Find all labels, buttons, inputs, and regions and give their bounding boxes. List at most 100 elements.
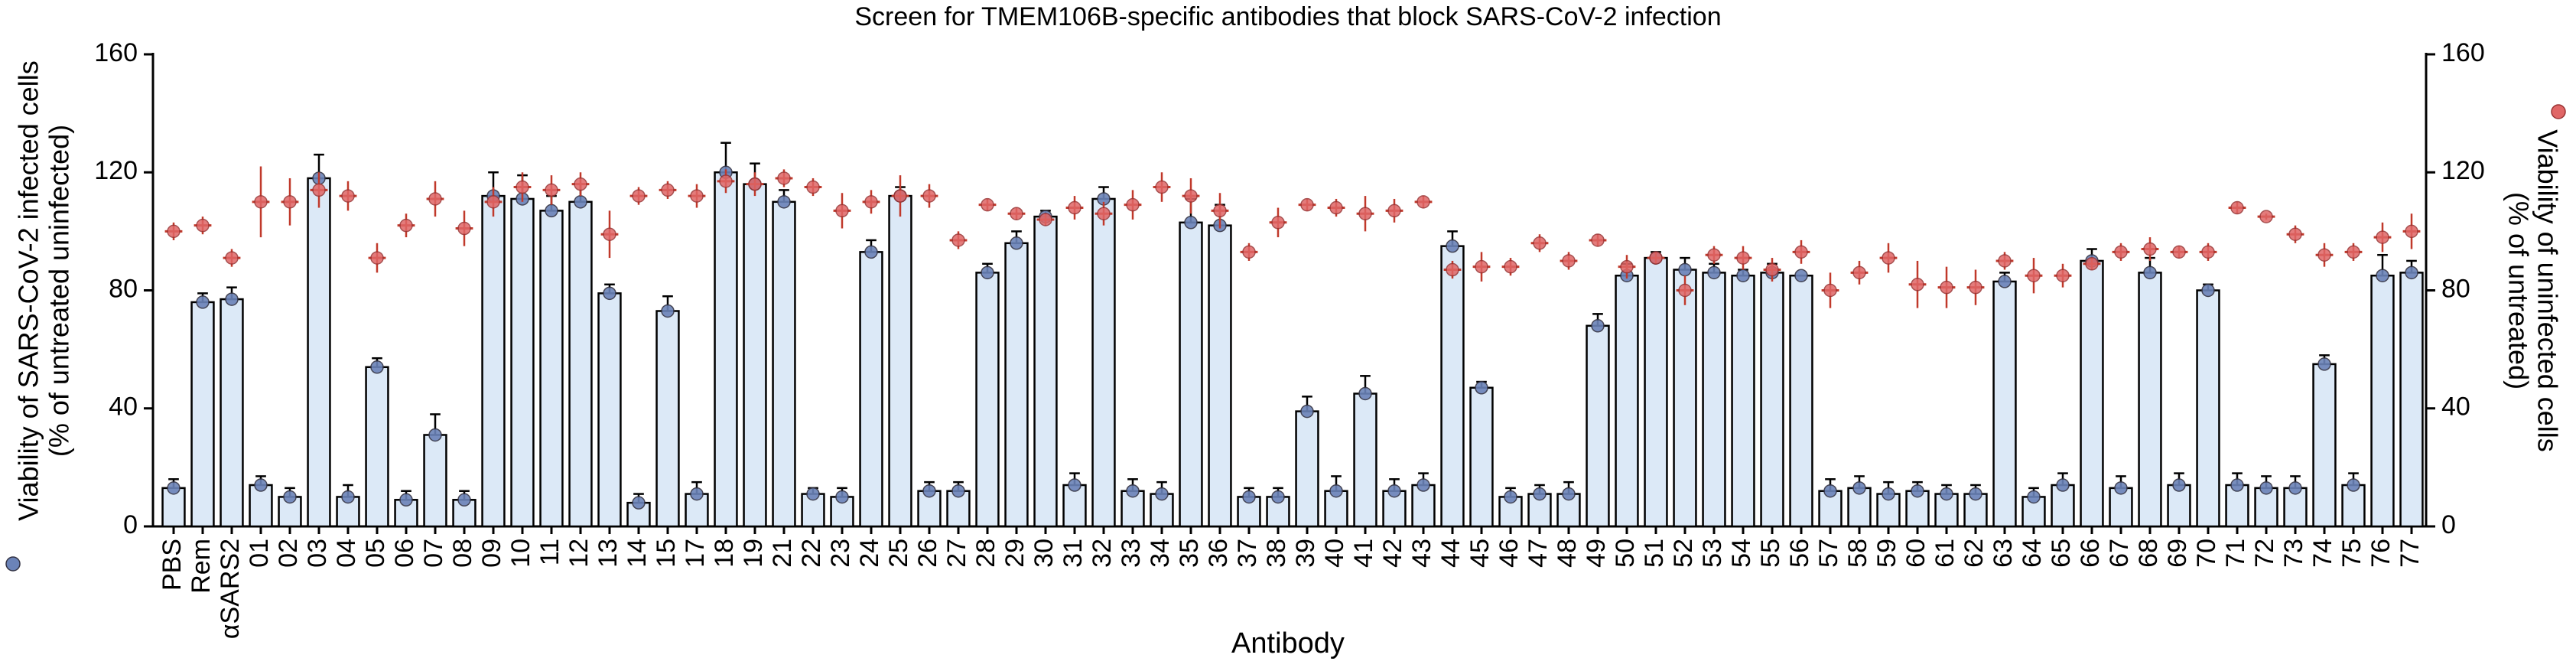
- legend-marker: [2551, 104, 2566, 119]
- mean-dot: [1010, 207, 1023, 220]
- mean-dot: [574, 177, 587, 191]
- bar-dot: [1126, 484, 1140, 498]
- mean-dot: [2056, 269, 2070, 282]
- x-tick-label: 12: [564, 539, 594, 568]
- x-tick-label: 19: [739, 539, 768, 568]
- mean-dot: [2172, 245, 2186, 259]
- x-tick-label: 77: [2395, 539, 2425, 568]
- bar: [1963, 493, 1988, 528]
- mean-dot: [196, 218, 210, 233]
- bar-dot: [2114, 481, 2128, 495]
- mean-dot: [545, 183, 558, 197]
- bar: [2080, 259, 2104, 528]
- bar-dot: [2405, 265, 2418, 280]
- bar: [423, 434, 447, 528]
- bar-dot: [1068, 478, 1081, 492]
- mean-dot: [1300, 197, 1314, 212]
- bar: [2312, 363, 2337, 528]
- x-tick-label: 13: [594, 539, 623, 568]
- mean-dot: [835, 204, 849, 218]
- bar-dot: [661, 304, 675, 318]
- x-tick-label: 21: [768, 539, 797, 568]
- bar: [365, 366, 389, 528]
- x-tick-label: 60: [1901, 539, 1930, 568]
- bar: [655, 310, 680, 528]
- y-axis-label: (% of untreated uninfected): [44, 125, 75, 457]
- bar: [1615, 274, 1639, 528]
- mean-dot: [2317, 248, 2331, 262]
- bar-dot: [2027, 490, 2041, 504]
- mean-dot: [922, 189, 936, 203]
- x-tick-label: 54: [1727, 539, 1756, 568]
- mean-dot: [1765, 262, 1779, 277]
- bar: [1004, 242, 1029, 528]
- bar-dot: [1446, 239, 1459, 253]
- x-tick-label: 15: [652, 539, 681, 568]
- bar-dot: [806, 487, 820, 501]
- bar: [1556, 493, 1581, 528]
- bar: [888, 194, 912, 528]
- bar-dot: [574, 195, 587, 209]
- mean-dot: [254, 195, 268, 209]
- mean-dot: [225, 251, 239, 265]
- bar: [278, 496, 302, 528]
- mean-dot: [1213, 204, 1227, 218]
- bar-dot: [2317, 357, 2331, 371]
- mean-dot: [2201, 245, 2215, 259]
- mean-dot: [2085, 257, 2099, 271]
- mean-dot: [719, 174, 733, 188]
- mean-dot: [341, 189, 355, 203]
- mean-dot: [1358, 207, 1372, 220]
- bar-dot: [1242, 490, 1256, 504]
- mean-dot: [1852, 265, 1866, 280]
- bar: [743, 183, 767, 528]
- x-tick-label: 05: [361, 539, 390, 568]
- mean-dot: [1533, 236, 1547, 250]
- mean-dot: [1707, 248, 1721, 262]
- x-tick-label: 07: [419, 539, 448, 568]
- bar: [975, 272, 1000, 528]
- mean-dot: [2230, 200, 2244, 215]
- bar-dot: [2143, 265, 2157, 280]
- bar-dot: [1010, 236, 1023, 250]
- bar-dot: [167, 481, 181, 495]
- mean-dot: [2376, 230, 2389, 244]
- bar-dot: [2056, 478, 2070, 492]
- bar-dot: [1678, 262, 1692, 277]
- bar-dot: [864, 245, 878, 259]
- bar-dot: [1736, 269, 1750, 282]
- bar-dot: [1707, 265, 1721, 280]
- mean-dot: [1649, 251, 1663, 265]
- bar: [1731, 274, 1755, 528]
- mean-dot: [1184, 189, 1198, 203]
- mean-dot: [1329, 200, 1343, 215]
- x-tick-label: 61: [1930, 539, 1960, 568]
- x-tick-label: 06: [390, 539, 419, 568]
- bar: [2138, 272, 2162, 528]
- mean-dot: [283, 195, 297, 209]
- x-tick-label: 51: [1640, 539, 1669, 568]
- bar: [1469, 386, 1494, 528]
- mean-dot: [661, 183, 675, 197]
- bar: [1208, 224, 1232, 528]
- mean-dot: [1911, 278, 1924, 292]
- x-tick-label: 22: [797, 539, 826, 568]
- y2-axis-label: (% of untreated): [2503, 192, 2534, 389]
- bar: [1789, 274, 1813, 528]
- mean-dot: [981, 197, 994, 212]
- mean-dot: [1242, 245, 1256, 259]
- bar-dot: [1184, 216, 1198, 230]
- bar-dot: [1358, 386, 1372, 401]
- x-tick-label: PBS: [158, 539, 187, 591]
- bar: [2370, 274, 2395, 528]
- y-tick-label: 0: [123, 510, 138, 539]
- mean-dot: [1446, 262, 1459, 277]
- mean-dot: [1823, 283, 1837, 298]
- bar-dot: [951, 484, 965, 498]
- bar: [859, 251, 883, 528]
- bar-dot: [2259, 481, 2273, 495]
- bar: [1091, 197, 1116, 528]
- x-tick-label: 73: [2279, 539, 2308, 568]
- x-tick-label: 74: [2308, 539, 2337, 568]
